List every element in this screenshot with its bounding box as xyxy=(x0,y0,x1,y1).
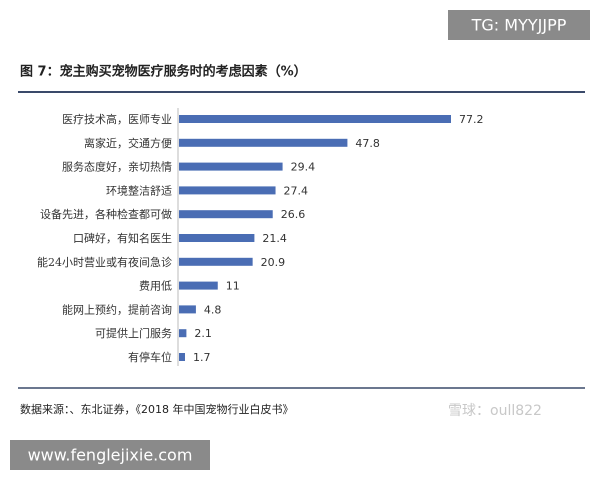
category-label: 费用低 xyxy=(139,280,172,293)
bar xyxy=(179,186,276,195)
value-label: 77.2 xyxy=(459,113,484,126)
value-label: 20.9 xyxy=(261,256,286,269)
category-label: 离家近，交通方便 xyxy=(84,136,172,150)
category-label: 设备先进，各种检查都可做 xyxy=(40,207,172,221)
category-label: 环境整洁舒适 xyxy=(106,183,172,197)
category-label: 有停车位 xyxy=(128,350,172,364)
bar xyxy=(179,234,255,242)
category-label: 能网上预约，提前咨询 xyxy=(62,302,172,316)
bar xyxy=(179,305,196,314)
value-label: 11 xyxy=(226,280,240,293)
source-note: 数据来源：、东北证券，《2018 年中国宠物行业白皮书》 xyxy=(20,402,294,416)
bar xyxy=(179,353,185,361)
chart-title: 图 7：宠主购买宠物医疗服务时的考虑因素（%） xyxy=(20,64,307,80)
category-label: 可提供上门服务 xyxy=(95,326,172,340)
bar xyxy=(179,329,187,338)
category-label: 能24小时营业或有夜间急诊 xyxy=(37,255,172,269)
watermark-xueqiu: 雪球：oull822 xyxy=(448,403,542,419)
watermark-box xyxy=(448,10,590,40)
value-label: 29.4 xyxy=(291,161,316,174)
category-label: 服务态度好，亲切热情 xyxy=(62,160,172,174)
bar xyxy=(179,115,451,123)
category-label: 医疗技术高，医师专业 xyxy=(62,112,172,126)
watermark-top: TG: MYYJJPP xyxy=(471,16,567,35)
watermark-box xyxy=(10,440,210,470)
value-label: 26.6 xyxy=(281,208,306,221)
value-label: 2.1 xyxy=(194,327,212,340)
bar xyxy=(179,210,273,219)
value-label: 21.4 xyxy=(262,232,287,245)
value-label: 47.8 xyxy=(355,137,380,150)
bar xyxy=(179,162,283,171)
bar xyxy=(179,257,253,266)
bar xyxy=(179,281,218,290)
value-label: 1.7 xyxy=(193,351,211,364)
value-label: 4.8 xyxy=(204,303,222,316)
watermark-bottom: www.fenglejixie.com xyxy=(28,446,193,465)
category-label: 口碑好，有知名医生 xyxy=(73,231,172,245)
bar xyxy=(179,138,348,147)
value-label: 27.4 xyxy=(284,184,309,197)
